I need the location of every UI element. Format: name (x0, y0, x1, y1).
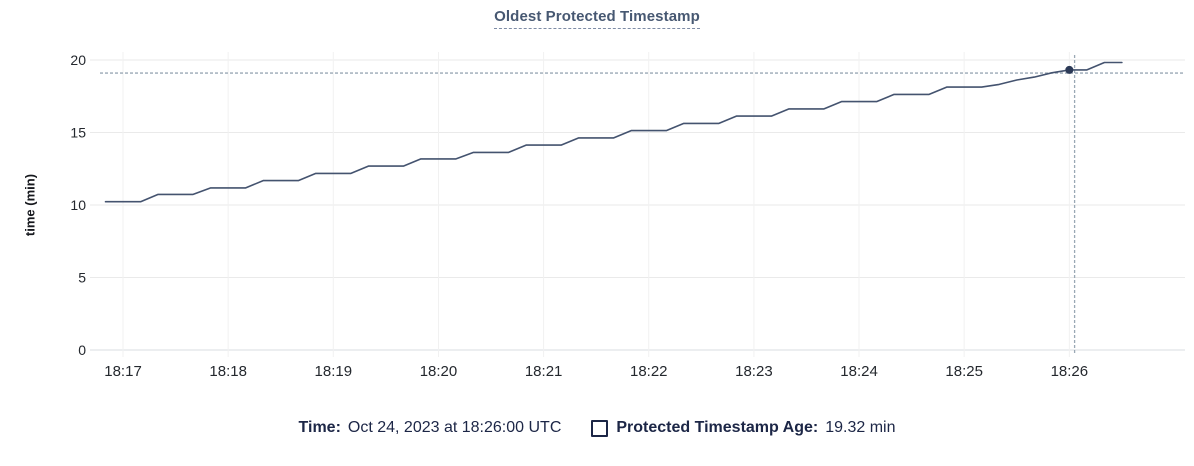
chart-legend: Time: Oct 24, 2023 at 18:26:00 UTC Prote… (0, 419, 1194, 437)
y-tick-label: 10 (70, 197, 86, 213)
x-tick-label: 18:21 (525, 363, 563, 380)
legend-time: Time: Oct 24, 2023 at 18:26:00 UTC (299, 419, 562, 437)
y-tick-label: 20 (70, 52, 86, 68)
x-tick-label: 18:25 (945, 363, 983, 380)
highlight-dot (1065, 65, 1074, 74)
x-tick-label: 18:17 (104, 363, 142, 380)
chart-title-row: Oldest Protected Timestamp (0, 8, 1194, 29)
x-tick-label: 18:19 (315, 363, 353, 380)
x-tick-label: 18:18 (209, 363, 247, 380)
x-tick-label: 18:20 (420, 363, 458, 380)
series-line (104, 61, 1123, 203)
series-checkbox[interactable] (591, 419, 609, 437)
legend-series-value: 19.32 min (825, 419, 896, 436)
chart-canvas[interactable]: 0 5 10 15 20 18:17 18:18 18:19 18:20 18:21 18:22 18… (0, 0, 1194, 400)
y-tick-label: 15 (70, 125, 86, 141)
x-tick-label: 18:26 (1051, 363, 1089, 380)
chart-title[interactable]: Oldest Protected Timestamp (494, 8, 700, 29)
legend-time-label: Time: (298, 419, 341, 436)
legend-time-value: Oct 24, 2023 at 18:26:00 UTC (347, 419, 562, 436)
y-tick-label: 5 (78, 270, 86, 286)
legend-series-label: Protected Timestamp Age: (616, 419, 819, 436)
x-tick-label: 18:22 (630, 363, 668, 380)
x-tick-label: 18:23 (735, 363, 773, 380)
x-tick-label: 18:24 (840, 363, 878, 380)
legend-series[interactable]: Protected Timestamp Age: 19.32 min (591, 419, 895, 437)
y-tick-label: 0 (78, 342, 86, 358)
